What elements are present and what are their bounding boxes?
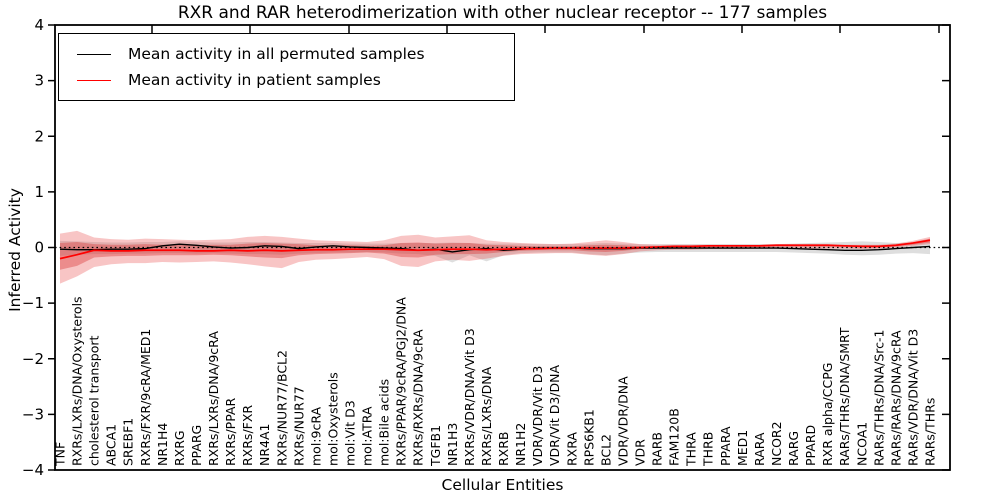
- x-tick-label: RARG: [786, 431, 801, 466]
- x-tick-label: mol:ATRA: [360, 406, 375, 466]
- x-tick-label: MED1: [735, 430, 750, 466]
- x-tick-label: VDR/VDR/Vit D3: [530, 366, 545, 466]
- x-tick-label: THRA: [684, 432, 699, 467]
- legend-item-permuted: Mean activity in all permuted samples: [68, 41, 504, 67]
- x-tick-label: RXRs/PPAR: [223, 398, 238, 466]
- x-tick-label: RXRs/FXR: [240, 405, 255, 466]
- x-tick-label: PPARD: [803, 425, 818, 466]
- x-tick-label: RXRs/LXRs/DNA/9cRA: [206, 331, 221, 466]
- y-axis-label: Inferred Activity: [6, 188, 24, 312]
- x-tick-label: NR1H3: [445, 423, 460, 466]
- x-tick-label: SREBF1: [121, 418, 136, 466]
- x-tick-label: RARs/VDR/DNA/Vit D3: [905, 329, 920, 466]
- x-tick-label: TGFB1: [428, 425, 443, 467]
- x-tick-label: mol:Vit D3: [343, 400, 358, 466]
- x-axis-label: Cellular Entities: [441, 476, 564, 494]
- x-tick-label: RXRs/RXRs/DNA/9cRA: [411, 329, 426, 466]
- x-tick-label: FAM120B: [667, 408, 682, 466]
- legend-item-patient: Mean activity in patient samples: [68, 67, 504, 93]
- x-tick-label: RXRs/NUR77/BCL2: [274, 350, 289, 466]
- x-tick-label: NCOA1: [854, 422, 869, 466]
- y-tick-label: −3: [22, 405, 44, 423]
- x-tick-label: mol:Bile acids: [377, 379, 392, 466]
- x-tick-label: RXRs/LXRs/DNA/Oxysterols: [70, 296, 85, 466]
- x-tick-label: TNF: [53, 442, 68, 467]
- chart-title: RXR and RAR heterodimerization with othe…: [177, 3, 828, 23]
- y-tick-label: −1: [22, 294, 44, 312]
- x-tick-label: RXR alpha/CCPG: [820, 363, 835, 466]
- x-tick-label: NR1H4: [155, 423, 170, 466]
- y-tick-label: 0: [34, 239, 44, 257]
- y-tick-label: 2: [34, 127, 44, 145]
- y-tick-label: −2: [22, 350, 44, 368]
- x-tick-label: NCOR2: [769, 421, 784, 466]
- x-tick-label: THRB: [701, 432, 716, 467]
- x-tick-label: RXRB: [496, 431, 511, 466]
- x-tick-label: RXRs/NUR77: [291, 386, 306, 466]
- band-patient-samples-envelope-outer: [60, 230, 930, 284]
- x-tick-label: mol:9cRA: [308, 406, 323, 466]
- legend: Mean activity in all permuted samples Me…: [58, 33, 515, 101]
- legend-label-permuted: Mean activity in all permuted samples: [128, 45, 425, 63]
- x-tick-label: VDR/Vit D3/DNA: [547, 365, 562, 466]
- x-tick-label: RARs/THRs: [923, 398, 938, 466]
- x-tick-label: RARA: [752, 432, 767, 466]
- red-line-swatch-icon: [77, 79, 111, 81]
- x-tick-label: cholesterol transport: [87, 335, 102, 466]
- x-tick-label: mol:Oxysterols: [325, 372, 340, 466]
- black-line-swatch-icon: [77, 53, 111, 55]
- y-tick-label: −4: [22, 461, 44, 479]
- x-tick-label: RPS6KB1: [581, 409, 596, 466]
- x-tick-label: RARs/THRs/DNA/Src-1: [871, 330, 886, 466]
- x-tick-label: NR4A1: [257, 424, 272, 467]
- x-tick-label: RXRs/PPAR/9cRA/PGJ2/DNA: [394, 297, 409, 466]
- x-tick-label: RARB: [650, 432, 665, 466]
- x-tick-label: NR1H2: [513, 423, 528, 466]
- x-tick-label: ABCA1: [104, 424, 119, 466]
- x-tick-label: VDR/VDR/DNA: [615, 376, 630, 466]
- x-tick-label: VDR: [633, 439, 648, 466]
- x-tick-label: PPARG: [189, 425, 204, 466]
- x-tick-label: BCL2: [598, 434, 613, 466]
- x-tick-label: RXRA: [564, 432, 579, 466]
- legend-label-patient: Mean activity in patient samples: [128, 71, 381, 89]
- x-tick-label: PPARA: [718, 426, 733, 466]
- x-tick-label: RXRs/LXRs/DNA: [479, 366, 494, 466]
- x-tick-label: RXRG: [172, 430, 187, 466]
- y-tick-label: 4: [34, 16, 44, 34]
- y-tick-label: 3: [34, 72, 44, 90]
- x-tick-label: RXRs/VDR/DNA/Vit D3: [462, 328, 477, 466]
- x-tick-label: RARs/THRs/DNA/SMRT: [837, 327, 852, 466]
- x-tick-label: RARs/RARs/DNA/9cRA: [888, 330, 903, 466]
- y-tick-label: 1: [34, 183, 44, 201]
- series-line-patient: [59, 239, 931, 260]
- x-tick-label: RXRs/FXR/9cRA/MED1: [138, 329, 153, 466]
